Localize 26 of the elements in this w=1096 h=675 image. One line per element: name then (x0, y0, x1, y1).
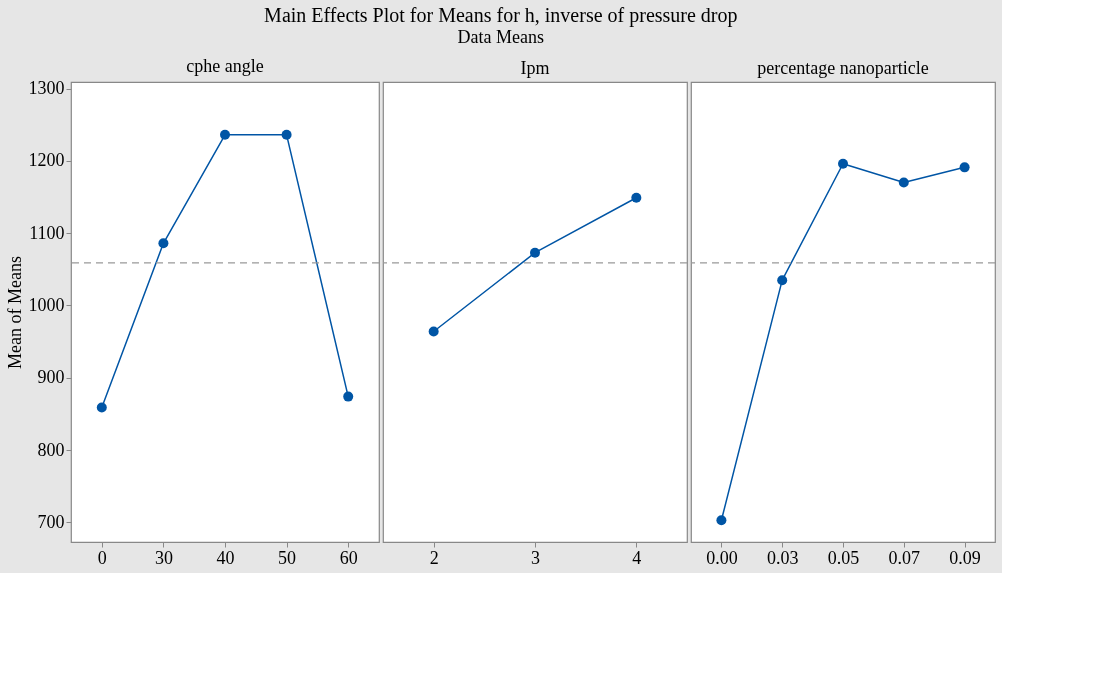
x-axis-title: Ipm (520, 58, 550, 78)
x-tick-label: 0.07 (888, 547, 921, 568)
y-tick-label: 800 (37, 439, 65, 460)
chart-title: Main Effects Plot for Means for h, inverse of pressure drop (264, 3, 738, 27)
x-tick-label: 60 (339, 547, 358, 568)
x-tick-label: 3 (531, 547, 540, 568)
y-tick-label: 1300 (28, 78, 65, 99)
chart-subtitle: Data Means (457, 26, 545, 47)
y-tick-label: 700 (37, 511, 65, 532)
x-tick-label: 30 (154, 547, 173, 568)
y-tick-label: 1000 (28, 294, 65, 315)
x-axis-title: percentage nanoparticle (757, 58, 929, 78)
y-tick-label: 1200 (28, 150, 65, 171)
x-tick-label: 0.03 (766, 547, 799, 568)
x-tick-label: 0.09 (949, 547, 981, 568)
x-tick-label: 0.05 (827, 547, 860, 568)
x-tick-label: 50 (278, 547, 297, 568)
y-tick-label: 1100 (29, 222, 65, 243)
x-tick-label: 2 (429, 547, 439, 568)
x-axis-title: cphe angle (186, 55, 264, 76)
x-tick-label: 4 (632, 547, 642, 568)
y-tick-label: 900 (37, 367, 65, 388)
x-tick-label: 0 (97, 547, 107, 568)
y-axis-title: Mean of Means (4, 256, 25, 369)
x-tick-label: 0.00 (706, 547, 738, 568)
x-tick-label: 40 (216, 547, 235, 568)
